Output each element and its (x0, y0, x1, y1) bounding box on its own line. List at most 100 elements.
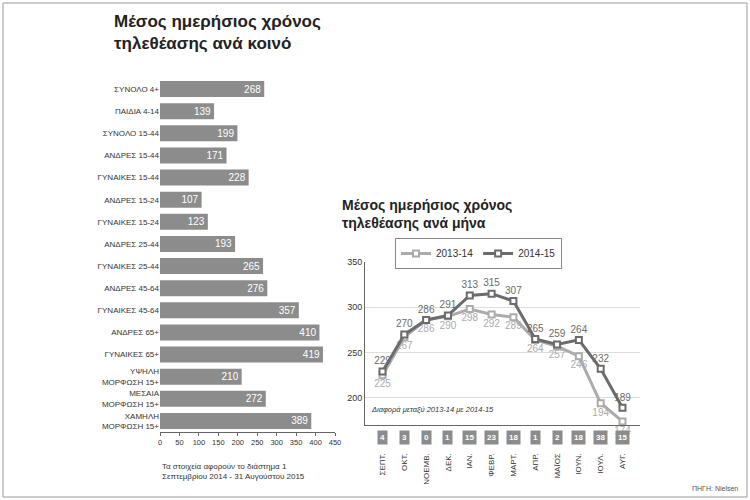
svg-text:ΑΠΡ.: ΑΠΡ. (531, 453, 540, 471)
svg-text:264: 264 (571, 324, 588, 335)
svg-text:ΜΕΣΑΙΑΜΟΡΦΩΣΗ 15+: ΜΕΣΑΙΑΜΟΡΦΩΣΗ 15+ (102, 389, 160, 408)
svg-text:139: 139 (194, 106, 211, 117)
svg-text:ΙΑΝ.: ΙΑΝ. (465, 453, 474, 469)
svg-text:ΜΑΪΟΣ: ΜΑΪΟΣ (553, 453, 562, 478)
svg-text:ΓΥΝΑΙΚΕΣ 65+: ΓΥΝΑΙΚΕΣ 65+ (105, 350, 160, 359)
svg-text:257: 257 (549, 349, 566, 360)
svg-text:1: 1 (445, 433, 450, 442)
svg-text:2014-15: 2014-15 (518, 248, 555, 259)
svg-text:3: 3 (402, 433, 407, 442)
svg-text:265: 265 (243, 261, 260, 272)
svg-text:286: 286 (418, 304, 435, 315)
svg-text:410: 410 (299, 327, 316, 338)
svg-text:389: 389 (291, 415, 308, 426)
svg-text:123: 123 (188, 216, 205, 227)
svg-text:200: 200 (232, 438, 245, 447)
svg-text:ΑΝΔΡΕΣ 15-44: ΑΝΔΡΕΣ 15-44 (104, 151, 159, 160)
svg-text:357: 357 (279, 305, 296, 316)
svg-text:200: 200 (347, 393, 362, 403)
svg-text:Μέσος ημερήσιος χρόνοςτηλεθέασ: Μέσος ημερήσιος χρόνοςτηλεθέασης ανά μήν… (342, 197, 512, 231)
svg-text:ΙΟΥΝ.: ΙΟΥΝ. (574, 453, 583, 475)
svg-text:Τα στοιχεία αφορούν το διάστημ: Τα στοιχεία αφορούν το διάστημα 1Σεπτεμβ… (162, 462, 305, 481)
svg-text:ΓΥΝΑΙΚΕΣ 25-44: ΓΥΝΑΙΚΕΣ 25-44 (98, 262, 160, 271)
svg-text:50: 50 (175, 438, 183, 447)
svg-text:38: 38 (596, 433, 605, 442)
svg-text:ΑΝΔΡΕΣ 15-24: ΑΝΔΡΕΣ 15-24 (104, 195, 159, 204)
svg-text:450: 450 (329, 438, 342, 447)
svg-text:0: 0 (424, 433, 429, 442)
svg-text:189: 189 (614, 392, 631, 403)
svg-text:193: 193 (215, 238, 232, 249)
svg-text:ΑΝΔΡΕΣ 25-44: ΑΝΔΡΕΣ 25-44 (104, 240, 159, 249)
svg-text:1: 1 (533, 433, 538, 442)
svg-text:ΠΗΓΗ: Nielsen: ΠΗΓΗ: Nielsen (692, 485, 738, 492)
svg-text:250: 250 (251, 438, 264, 447)
svg-text:ΔΕΚ.: ΔΕΚ. (444, 453, 453, 471)
svg-text:ΟΚΤ.: ΟΚΤ. (400, 453, 409, 471)
svg-text:2013-14: 2013-14 (436, 248, 473, 259)
svg-text:171: 171 (206, 150, 223, 161)
svg-text:23: 23 (487, 433, 496, 442)
svg-text:228: 228 (229, 172, 246, 183)
svg-text:194: 194 (592, 407, 609, 418)
svg-text:100: 100 (193, 438, 206, 447)
svg-text:250: 250 (347, 348, 362, 358)
svg-text:298: 298 (461, 312, 478, 323)
svg-text:4: 4 (380, 433, 385, 442)
svg-text:264: 264 (527, 343, 544, 354)
svg-text:0: 0 (158, 438, 162, 447)
svg-text:ΣΥΝΟΛΟ 15-44: ΣΥΝΟΛΟ 15-44 (103, 129, 160, 138)
svg-text:307: 307 (505, 285, 522, 296)
svg-text:267: 267 (396, 340, 413, 351)
svg-text:272: 272 (246, 393, 263, 404)
svg-text:ΠΑΙΔΙΑ 4-14: ΠΑΙΔΙΑ 4-14 (115, 107, 160, 116)
svg-text:ΧΑΜΗΛΗΜΟΡΦΩΣΗ 15+: ΧΑΜΗΛΗΜΟΡΦΩΣΗ 15+ (102, 412, 159, 431)
svg-text:265: 265 (527, 323, 544, 334)
svg-text:232: 232 (592, 353, 609, 364)
svg-text:ΑΝΔΡΕΣ 65+: ΑΝΔΡΕΣ 65+ (111, 328, 159, 337)
svg-text:ΓΥΝΑΙΚΕΣ 15-24: ΓΥΝΑΙΚΕΣ 15-24 (98, 218, 160, 227)
svg-text:18: 18 (509, 433, 518, 442)
svg-text:ΦΕΒΡ.: ΦΕΒΡ. (487, 453, 496, 477)
svg-text:286: 286 (418, 323, 435, 334)
svg-text:419: 419 (303, 349, 320, 360)
svg-text:300: 300 (270, 438, 283, 447)
svg-text:ΓΥΝΑΙΚΕΣ 15-44: ΓΥΝΑΙΚΕΣ 15-44 (98, 173, 160, 182)
svg-text:291: 291 (440, 299, 457, 310)
svg-text:ΑΝΔΡΕΣ 45-64: ΑΝΔΡΕΣ 45-64 (104, 284, 159, 293)
svg-text:15: 15 (618, 433, 627, 442)
svg-text:199: 199 (217, 128, 234, 139)
svg-text:174: 174 (614, 425, 631, 436)
svg-text:ΓΥΝΑΙΚΕΣ 45-64: ΓΥΝΑΙΚΕΣ 45-64 (98, 306, 160, 315)
svg-text:Μέσος ημερήσιος χρόνοςτηλεθέασ: Μέσος ημερήσιος χρόνοςτηλεθέασης ανά κοι… (114, 12, 321, 53)
svg-text:ΣΕΠΤ.: ΣΕΠΤ. (378, 453, 387, 475)
svg-text:350: 350 (290, 438, 303, 447)
svg-text:276: 276 (247, 283, 264, 294)
svg-text:18: 18 (574, 433, 583, 442)
svg-text:270: 270 (396, 318, 413, 329)
svg-text:290: 290 (440, 320, 457, 331)
svg-text:292: 292 (483, 318, 500, 329)
svg-text:ΥΨΗΛΗΜΟΡΦΩΣΗ 15+: ΥΨΗΛΗΜΟΡΦΩΣΗ 15+ (102, 367, 159, 386)
svg-text:315: 315 (483, 277, 500, 288)
svg-text:Διαφορά μεταξύ 2013-14 με 2014: Διαφορά μεταξύ 2013-14 με 2014-15 (371, 405, 494, 414)
svg-text:2: 2 (555, 433, 560, 442)
svg-text:229: 229 (374, 355, 391, 366)
svg-text:259: 259 (549, 328, 566, 339)
svg-text:313: 313 (461, 279, 478, 290)
svg-text:ΣΥΝΟΛΟ 4+: ΣΥΝΟΛΟ 4+ (114, 85, 159, 94)
svg-text:289: 289 (505, 320, 522, 331)
svg-text:400: 400 (309, 438, 322, 447)
svg-text:ΙΟΥΛ.: ΙΟΥΛ. (596, 453, 605, 474)
svg-text:ΑΥΓ.: ΑΥΓ. (618, 453, 627, 469)
svg-text:107: 107 (181, 194, 198, 205)
svg-text:ΝΟΕΜΒ.: ΝΟΕΜΒ. (422, 453, 431, 485)
svg-text:225: 225 (374, 378, 391, 389)
svg-text:ΜΑΡΤ.: ΜΑΡΤ. (509, 453, 518, 477)
svg-text:150: 150 (212, 438, 225, 447)
svg-text:268: 268 (244, 84, 261, 95)
svg-text:210: 210 (222, 371, 239, 382)
svg-text:350: 350 (347, 257, 362, 267)
svg-text:300: 300 (347, 302, 362, 312)
svg-text:246: 246 (571, 359, 588, 370)
